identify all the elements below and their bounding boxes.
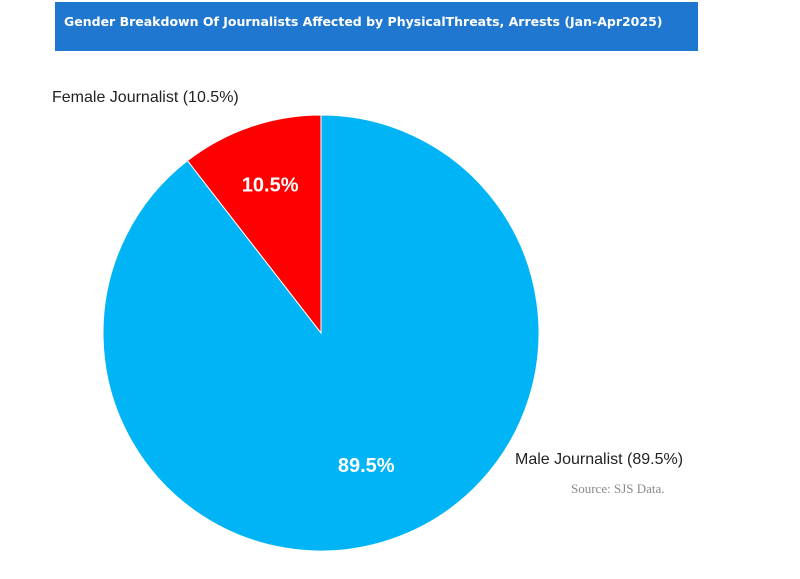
pie-slice-male bbox=[102, 114, 540, 552]
legend-label-female: Female Journalist (10.5%) bbox=[52, 89, 239, 106]
pie-slices bbox=[102, 114, 540, 552]
legend-label-male: Male Journalist (89.5%) bbox=[515, 451, 683, 468]
source-note: Source: SJS Data. bbox=[571, 481, 665, 496]
data-label-male: 89.5% bbox=[338, 455, 395, 477]
chart-title: Gender Breakdown Of Journalists Affected… bbox=[55, 2, 698, 51]
data-label-female: 10.5% bbox=[242, 175, 299, 197]
pie-slice-female bbox=[186, 114, 322, 335]
